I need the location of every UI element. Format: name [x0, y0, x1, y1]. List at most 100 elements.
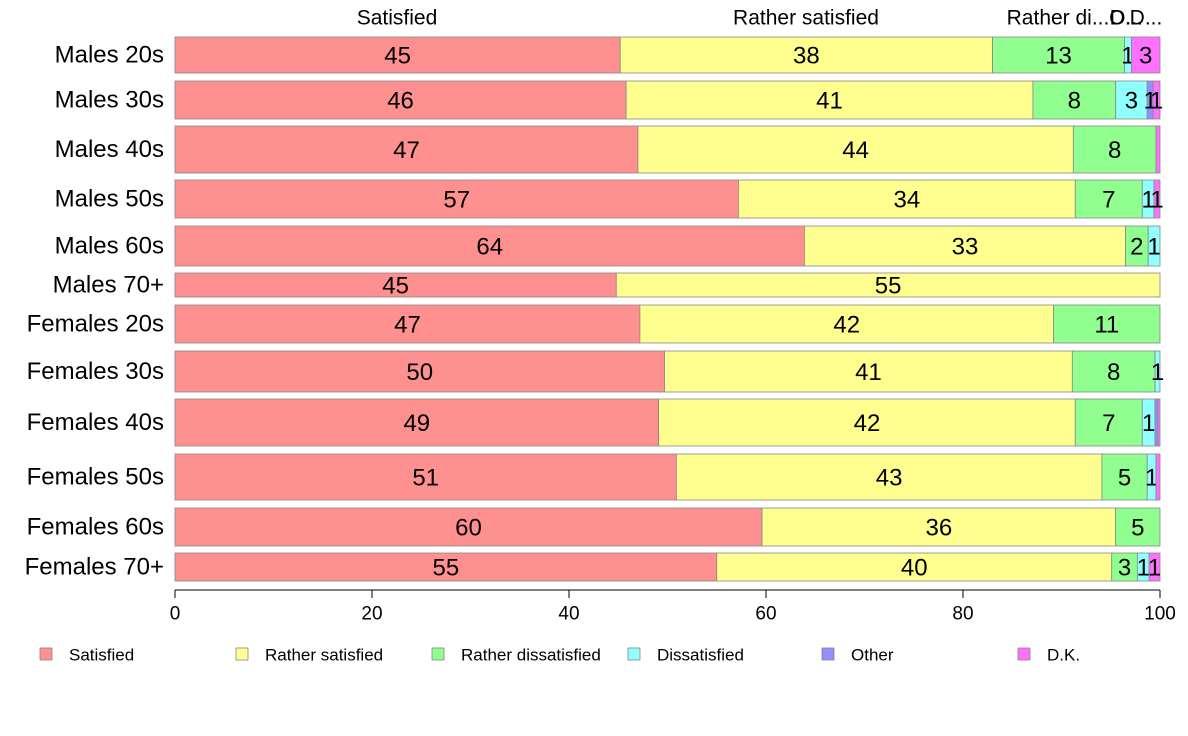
- bar-segment: [174, 350, 665, 393]
- bar-segment: [174, 304, 641, 344]
- data-label: 1: [1145, 465, 1158, 492]
- bar-segment: [1152, 80, 1161, 120]
- data-label: 36: [926, 515, 953, 542]
- category-label: Males 60s: [55, 233, 164, 260]
- data-label: 8: [1108, 137, 1121, 164]
- category-label: Females 40s: [27, 409, 164, 436]
- bar-segment: [619, 36, 993, 74]
- data-label: 5: [1118, 465, 1131, 492]
- data-label: 1: [1147, 234, 1160, 261]
- data-label: 1: [1148, 555, 1161, 582]
- legend-entry: Rather satisfied: [265, 646, 383, 665]
- data-label: 42: [854, 410, 881, 437]
- series-header-label: Rather di...: [1007, 7, 1110, 30]
- x-tick-label: 0: [170, 604, 181, 625]
- bar-segment: [174, 125, 639, 174]
- category-label: Females 60s: [27, 514, 164, 541]
- bar-segment: [174, 507, 763, 547]
- bar-segment: [1071, 350, 1156, 393]
- bar-segment: [174, 398, 660, 447]
- data-label: 13: [1045, 43, 1072, 70]
- data-label: 33: [952, 234, 979, 261]
- bar-segment: [1155, 453, 1161, 501]
- data-label: 1: [1142, 187, 1155, 214]
- bar-segment: [675, 453, 1103, 501]
- bar-segment: [625, 80, 1034, 120]
- bar-segment: [716, 552, 1113, 582]
- category-label: Females 70+: [25, 554, 164, 581]
- data-label: 47: [394, 312, 421, 339]
- data-label: 57: [443, 187, 470, 214]
- category-label: Males 20s: [55, 42, 164, 69]
- category-label: Females 30s: [27, 358, 164, 385]
- bar-segment: [637, 125, 1074, 174]
- x-tick-label: 100: [1144, 604, 1176, 625]
- bar-segment: [1154, 398, 1159, 447]
- series-header-label: Satisfied: [357, 7, 438, 30]
- bar-segment: [1131, 36, 1161, 74]
- category-label: Males 70+: [53, 272, 164, 299]
- bar-segment: [738, 179, 1076, 219]
- data-label: 3: [1125, 88, 1138, 115]
- data-label: 8: [1068, 88, 1081, 115]
- bar-segment: [992, 36, 1125, 74]
- data-label: 43: [876, 465, 903, 492]
- bar-segment: [174, 552, 718, 582]
- bar-segment: [1111, 552, 1138, 582]
- series-header-label: Rather satisfied: [733, 7, 879, 30]
- data-label: 1: [1137, 555, 1150, 582]
- data-label: 34: [894, 187, 921, 214]
- bar-segment: [174, 80, 627, 120]
- x-tick-label: 20: [361, 604, 382, 625]
- bar-segment: [1148, 552, 1161, 582]
- bar-segment: [1157, 398, 1161, 447]
- legend-swatch: [235, 647, 249, 661]
- series-header-label: D...: [1130, 7, 1163, 30]
- data-label: 41: [855, 359, 882, 386]
- bar-segment: [1154, 350, 1161, 393]
- bar-segment: [615, 272, 1161, 298]
- data-label: 41: [816, 88, 843, 115]
- data-label: 1: [1150, 88, 1163, 115]
- data-label: 44: [842, 137, 869, 164]
- category-label: Females 20s: [27, 311, 164, 338]
- legend-entry: Dissatisfied: [657, 646, 744, 665]
- bar-segment: [761, 507, 1117, 547]
- bar-segment: [639, 304, 1055, 344]
- bar-segment: [174, 36, 621, 74]
- data-label: 50: [406, 359, 433, 386]
- data-label: 51: [412, 465, 439, 492]
- bar-segment: [1072, 125, 1157, 174]
- bar-segment: [1115, 507, 1161, 547]
- legend-swatch: [1017, 647, 1031, 661]
- data-label: 38: [793, 43, 820, 70]
- data-label: 47: [393, 137, 420, 164]
- bar-segment: [1101, 453, 1148, 501]
- legend-swatch: [431, 647, 445, 661]
- bar-segment: [174, 179, 739, 219]
- data-label: 1: [1151, 359, 1164, 386]
- x-tick-label: 40: [558, 604, 579, 625]
- x-tick-label: 80: [952, 604, 973, 625]
- bar-segment: [1032, 80, 1117, 120]
- data-label: 11: [1094, 312, 1119, 339]
- data-label: 46: [387, 88, 414, 115]
- legend-swatch: [627, 647, 641, 661]
- data-label: 2: [1130, 234, 1143, 261]
- data-label: 1: [1142, 410, 1155, 437]
- bar-segment: [1074, 398, 1143, 447]
- bar-segment: [174, 453, 677, 501]
- legend-entry: Satisfied: [69, 646, 134, 665]
- bar-segment: [664, 350, 1073, 393]
- bar-segment: [1155, 125, 1161, 174]
- x-tick-label: 60: [755, 604, 776, 625]
- legend-entry: Rather dissatisfied: [461, 646, 601, 665]
- legend-entry: Other: [851, 646, 894, 665]
- data-label: 64: [476, 234, 503, 261]
- bar-segment: [1115, 80, 1148, 120]
- data-label: 3: [1139, 43, 1152, 70]
- category-label: Females 50s: [27, 464, 164, 491]
- category-label: Males 30s: [55, 87, 164, 114]
- data-label: 7: [1102, 187, 1115, 214]
- data-label: 5: [1131, 515, 1144, 542]
